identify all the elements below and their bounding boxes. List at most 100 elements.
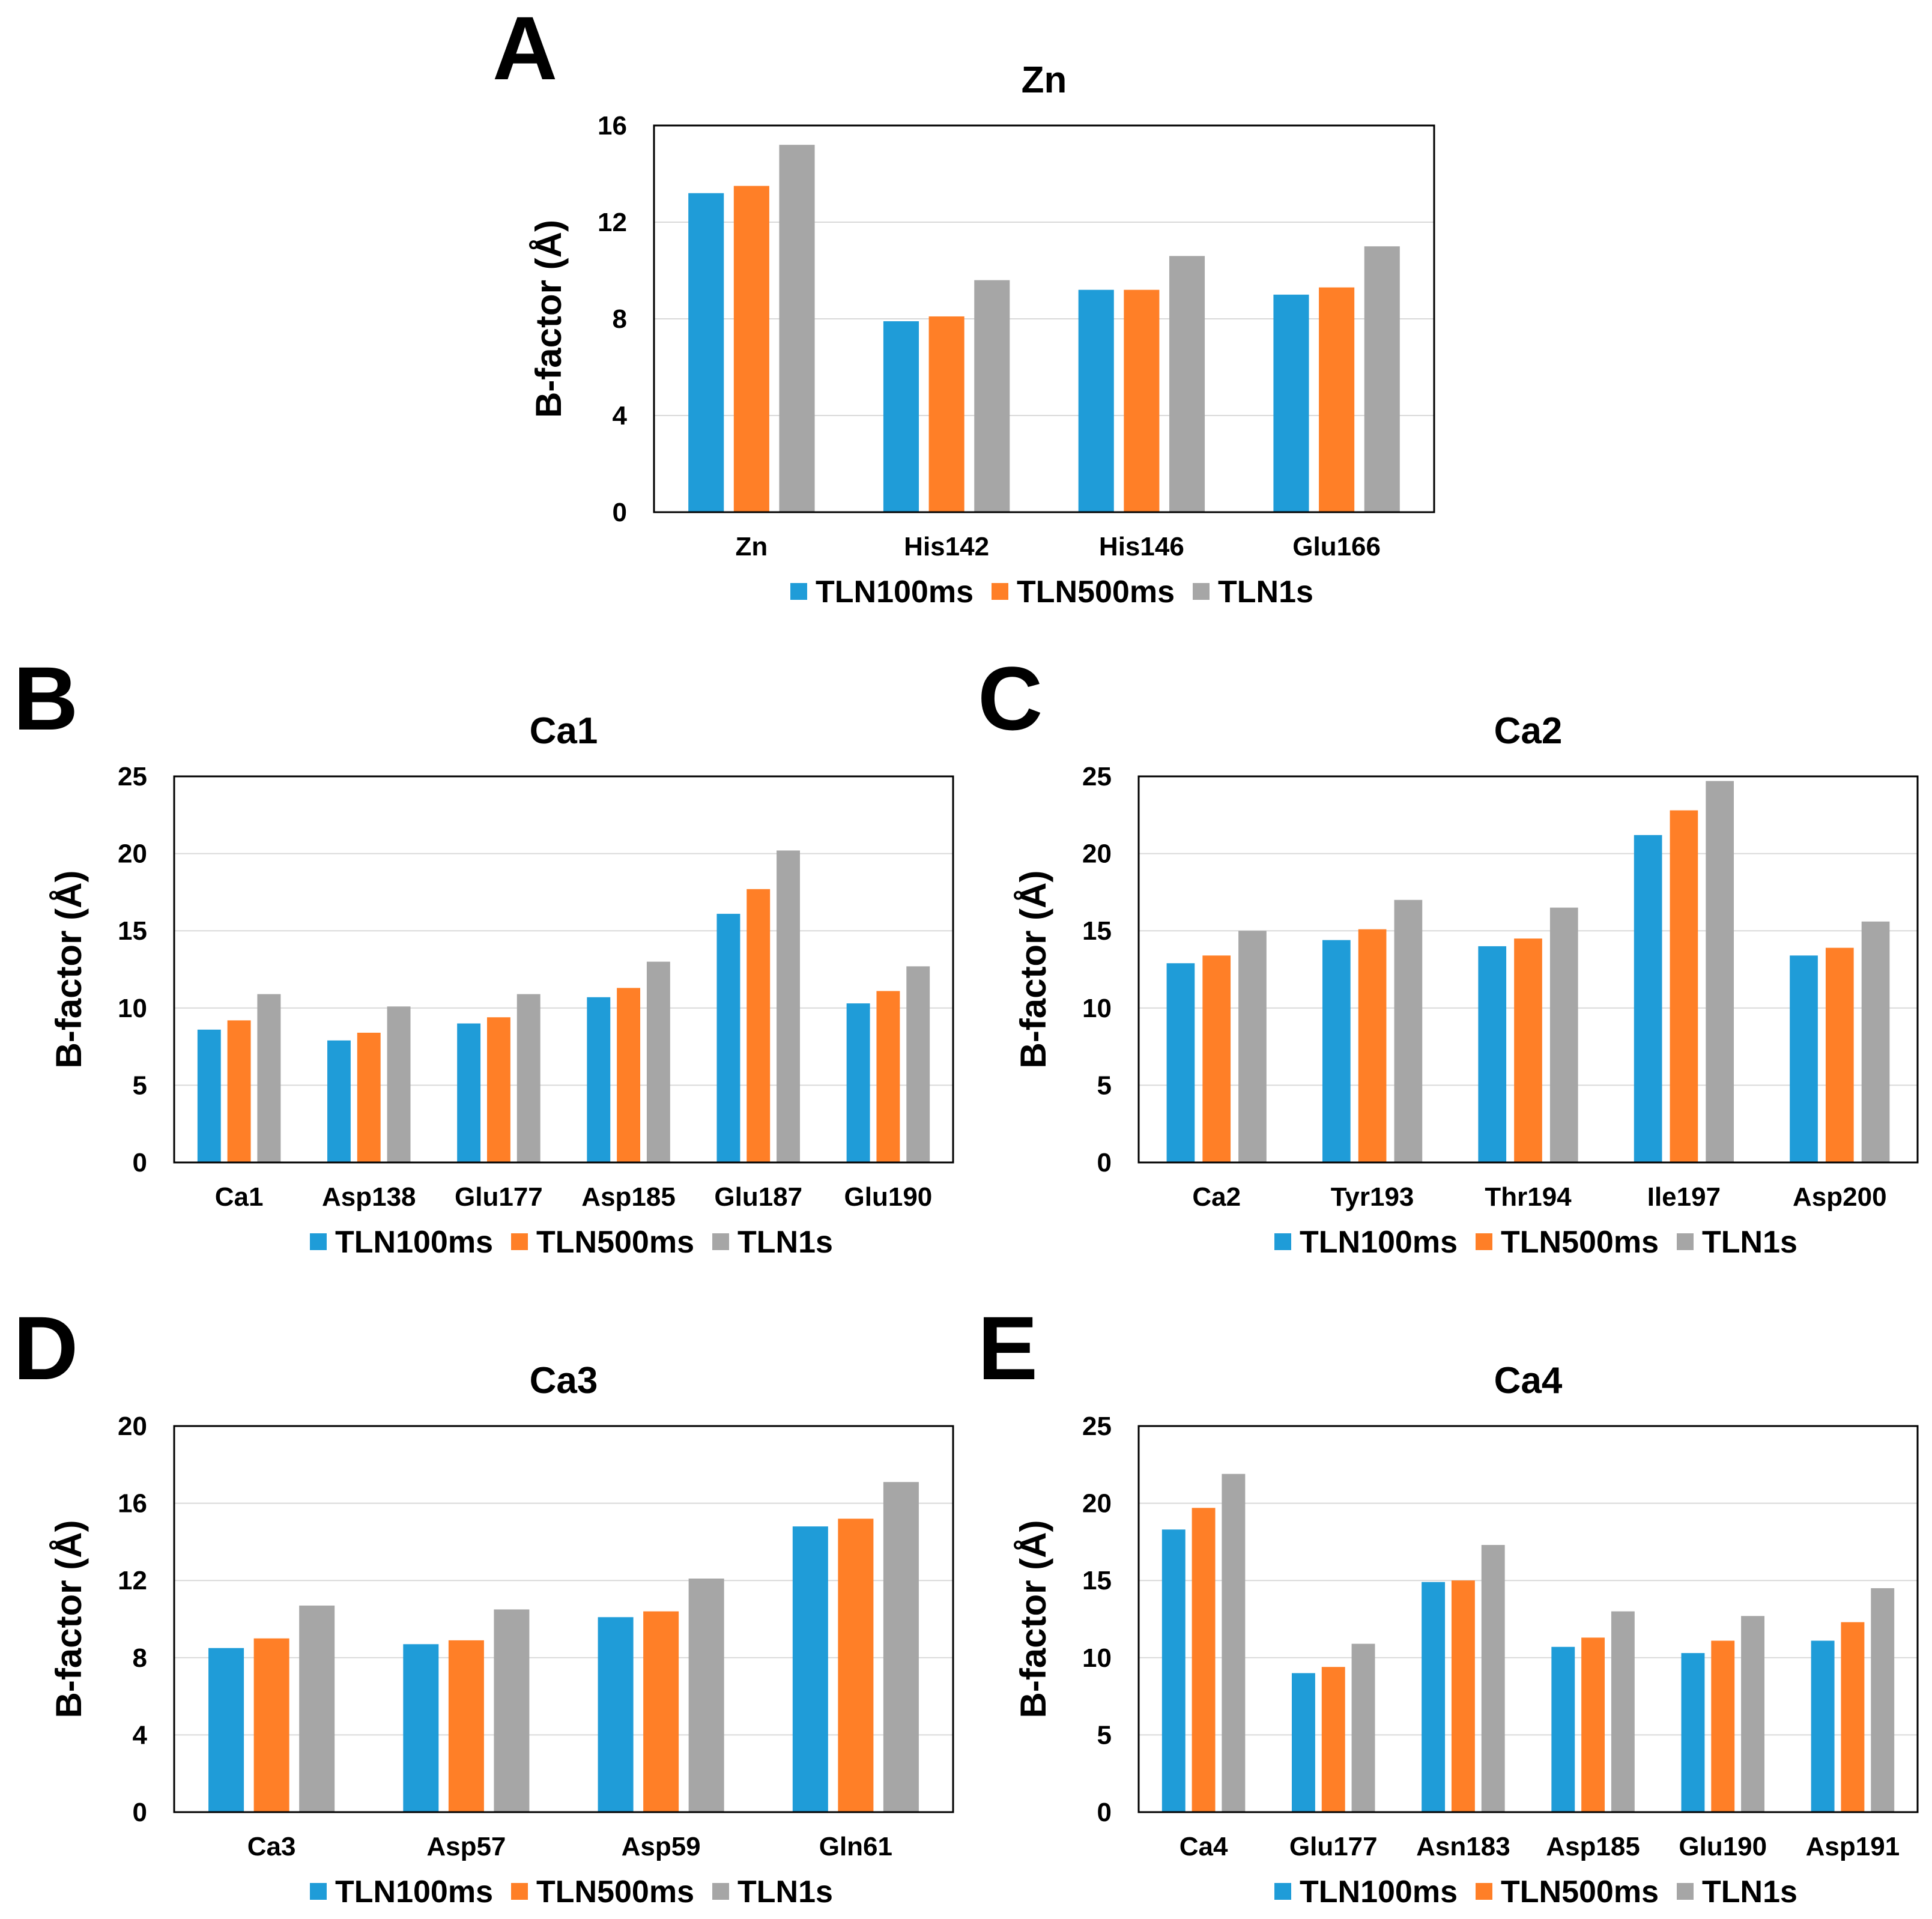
legend-swatch-tln100ms: [1274, 1233, 1291, 1250]
legend-swatch-tln1s: [1677, 1883, 1694, 1900]
y-axis-title: B-factor (Å): [1013, 871, 1053, 1069]
category-label: Asp185: [581, 1182, 676, 1212]
bar-tln1s-asp185: [1611, 1611, 1635, 1812]
bar-tln1s-asp57: [494, 1609, 530, 1812]
chart-panel-b: B Ca1 0 5 10 15 20 25 B-factor (Å) Ca1 Asp138 Glu17…: [13, 648, 954, 1260]
bar-tln500ms-ca2: [1202, 955, 1231, 1162]
legend-label-tln100ms: TLN100ms: [1300, 1225, 1458, 1260]
bar-tln500ms-ca1: [227, 1020, 251, 1162]
bar-tln500ms-asp138: [357, 1032, 381, 1162]
y-tick-label: 4: [133, 1720, 148, 1750]
category-label: Glu190: [844, 1182, 933, 1212]
bar-tln100ms-ca3: [208, 1648, 244, 1812]
bar-tln100ms-asp138: [327, 1040, 351, 1162]
y-tick-label: 10: [1082, 1643, 1112, 1673]
panel-letter: C: [978, 648, 1043, 749]
bar-tln500ms-tyr193: [1358, 929, 1387, 1162]
bar-tln1s-glu190: [1741, 1616, 1765, 1812]
bar-tln100ms-zn: [688, 193, 724, 512]
y-tick-label: 16: [598, 111, 627, 141]
bar-tln1s-thr194: [1549, 907, 1578, 1162]
bar-tln1s-asp138: [387, 1006, 411, 1162]
category-label: Tyr193: [1331, 1182, 1414, 1212]
bar-tln500ms-glu177: [486, 1017, 510, 1162]
legend-swatch-tln500ms: [1476, 1883, 1492, 1900]
y-tick-label: 20: [118, 839, 147, 869]
bar-tln1s-zn: [779, 145, 815, 512]
bar-tln500ms-glu190: [1711, 1640, 1735, 1812]
legend-swatch-tln1s: [1193, 583, 1210, 600]
chart-title: Ca2: [1494, 710, 1563, 752]
bar-tln1s-glu177: [1351, 1643, 1375, 1812]
y-tick-label: 5: [133, 1071, 147, 1100]
chart-panel-d: D Ca3 0 4 8 12 16 20 B-factor (Å) Ca3 Asp57 Asp59 Gl…: [13, 1298, 954, 1909]
bar-tln100ms-tyr193: [1322, 940, 1351, 1162]
legend-swatch-tln500ms: [992, 583, 1008, 600]
bar-tln100ms-thr194: [1478, 946, 1507, 1162]
category-label: Asp57: [426, 1832, 506, 1861]
legend-label-tln1s: TLN1s: [1218, 575, 1313, 609]
bar-tln1s-glu177: [516, 994, 541, 1162]
legend-swatch-tln500ms: [1476, 1233, 1492, 1250]
category-label: Asp200: [1793, 1182, 1887, 1212]
y-tick-label: 16: [118, 1489, 147, 1519]
bar-tln100ms-his142: [883, 321, 919, 512]
bar-tln100ms-ca1: [197, 1029, 221, 1162]
category-label: Asn183: [1416, 1832, 1510, 1861]
legend-swatch-tln1s: [712, 1883, 729, 1900]
bar-tln500ms-his146: [1124, 289, 1160, 512]
bar-tln100ms-gln61: [792, 1526, 828, 1812]
bar-tln500ms-gln61: [838, 1519, 874, 1812]
legend-label-tln100ms: TLN100ms: [816, 575, 974, 609]
bar-tln1s-asp185: [646, 961, 670, 1162]
category-label: Ile197: [1647, 1182, 1721, 1212]
panel-letter: B: [13, 648, 78, 749]
bar-tln500ms-ile197: [1670, 810, 1698, 1162]
y-tick-label: 12: [118, 1566, 147, 1595]
bar-tln500ms-glu166: [1319, 287, 1355, 512]
chart-panel-c: C Ca2 0 5 10 15 20 25 B-factor (Å) Ca2 Tyr193 Thr19…: [978, 648, 1919, 1260]
category-label: Asp185: [1546, 1832, 1640, 1861]
bar-tln500ms-asn183: [1451, 1580, 1475, 1812]
y-tick-label: 8: [133, 1643, 147, 1673]
bar-tln100ms-asn183: [1422, 1582, 1446, 1812]
legend-swatch-tln100ms: [790, 583, 807, 600]
y-tick-label: 15: [1082, 1566, 1112, 1595]
y-tick-label: 10: [1082, 994, 1112, 1023]
y-tick-label: 5: [1097, 1720, 1112, 1750]
category-label: Asp191: [1806, 1832, 1900, 1861]
bar-tln500ms-asp185: [1581, 1637, 1605, 1812]
legend-label-tln100ms: TLN100ms: [335, 1875, 493, 1909]
category-label: Zn: [735, 532, 768, 561]
plot-frame: [1137, 775, 1919, 1164]
y-tick-label: 20: [118, 1412, 147, 1441]
bar-tln1s-glu187: [777, 850, 801, 1162]
category-label: Ca3: [247, 1832, 296, 1861]
bar-tln100ms-asp191: [1811, 1640, 1835, 1812]
legend-swatch-tln500ms: [511, 1883, 528, 1900]
y-axis-title: B-factor (Å): [1013, 1520, 1053, 1718]
category-label: Glu166: [1292, 532, 1381, 561]
chart-title: Ca4: [1494, 1360, 1563, 1401]
chart-panel-a: A Zn 0 4 8 12 16 B-factor (Å) Zn His142 His146 Glu1…: [492, 0, 1435, 609]
bar-tln500ms-asp191: [1841, 1622, 1865, 1812]
bar-tln500ms-glu177: [1321, 1667, 1345, 1812]
bar-tln500ms-ca3: [253, 1638, 289, 1812]
legend-swatch-tln1s: [712, 1233, 729, 1250]
legend-label-tln1s: TLN1s: [737, 1875, 833, 1909]
legend-label-tln500ms: TLN500ms: [1501, 1225, 1659, 1260]
bar-tln100ms-ca2: [1166, 963, 1195, 1162]
bar-tln1s-his146: [1169, 256, 1205, 512]
y-tick-label: 0: [133, 1148, 147, 1177]
bar-tln1s-gln61: [883, 1482, 919, 1812]
panel-letter: A: [492, 0, 557, 98]
category-label: Asp138: [322, 1182, 416, 1212]
bar-tln500ms-thr194: [1514, 938, 1542, 1162]
bar-tln1s-ca2: [1238, 931, 1267, 1162]
chart-panel-e: E Ca4 0 5 10 15 20 25 B-factor (Å) Ca4 Glu177 Asn18…: [978, 1298, 1919, 1909]
bar-tln1s-glu190: [906, 966, 930, 1162]
bar-tln500ms-asp57: [448, 1640, 484, 1812]
bar-tln1s-asp59: [688, 1578, 724, 1812]
bar-tln500ms-glu187: [746, 889, 771, 1162]
